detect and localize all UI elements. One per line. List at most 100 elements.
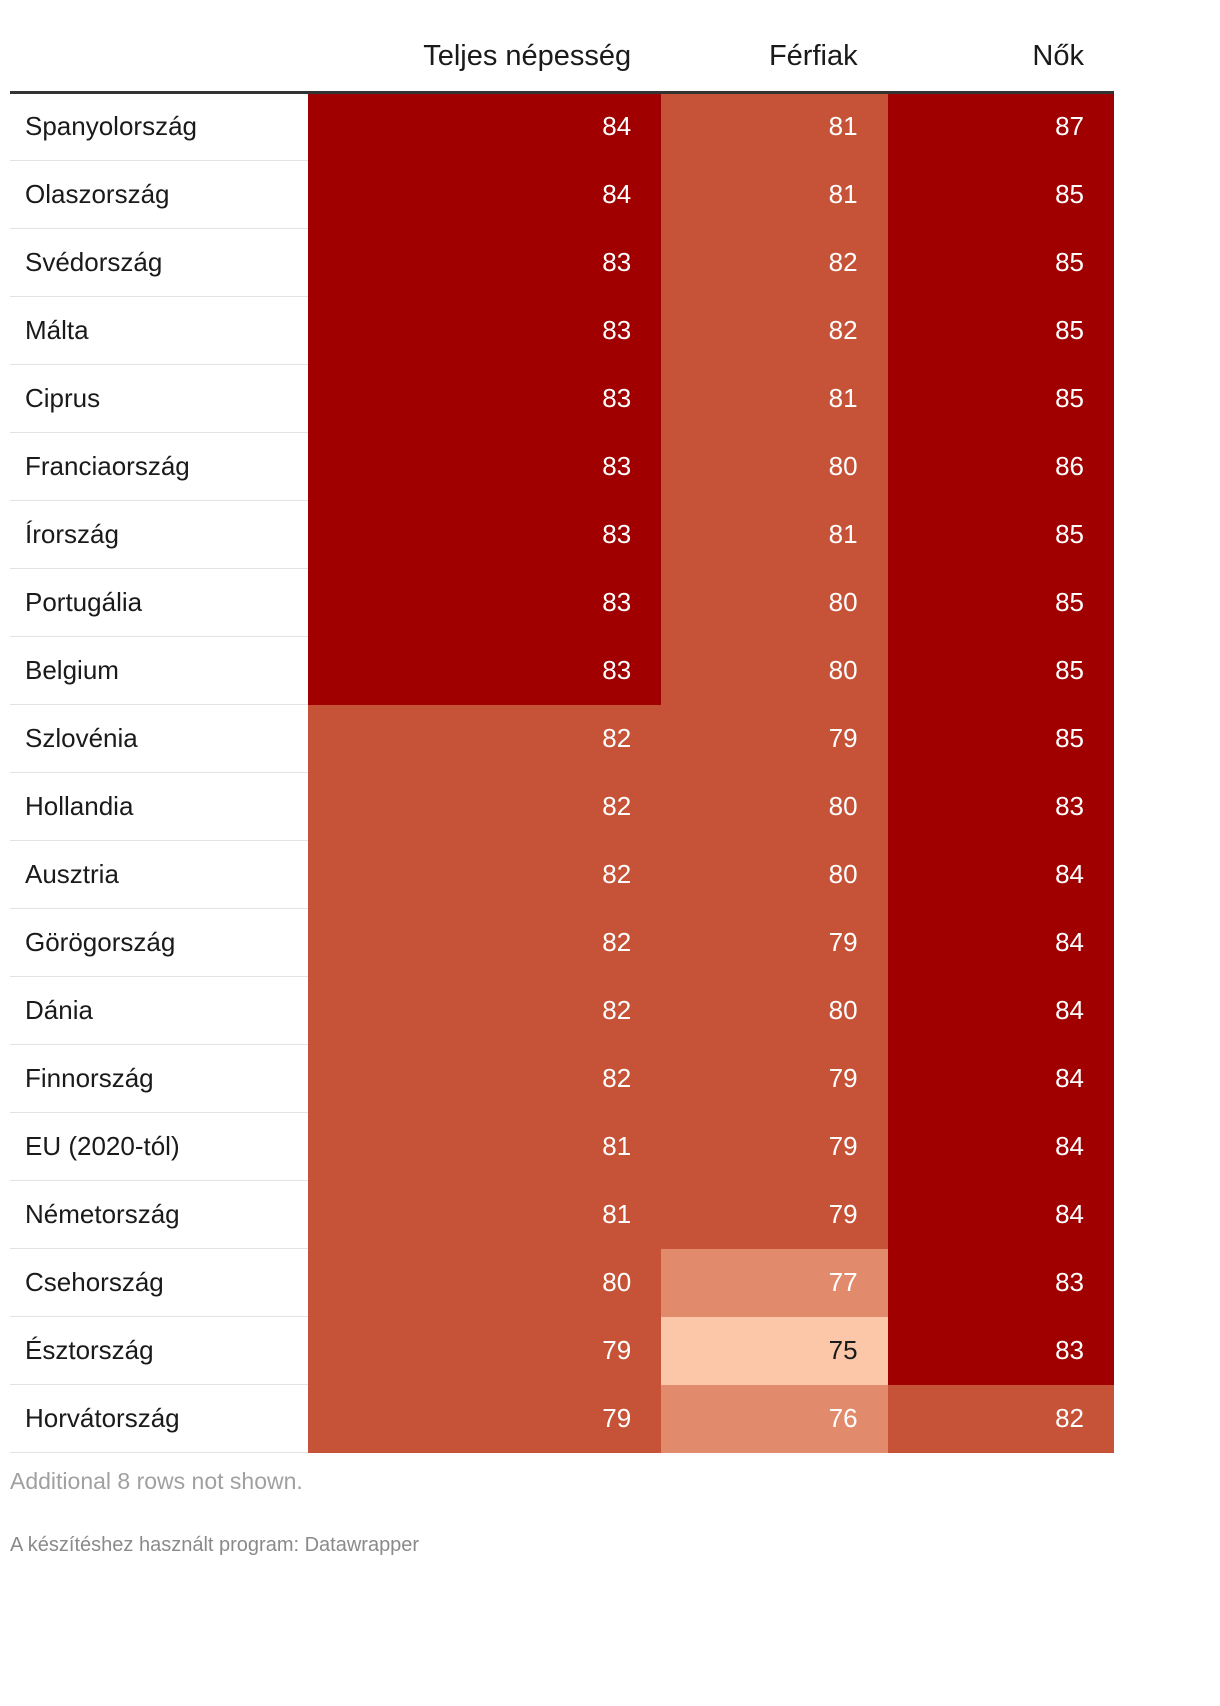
row-country-name: Svédország bbox=[10, 228, 308, 297]
cell-men: 79 bbox=[661, 1112, 888, 1181]
row-country-name: Dánia bbox=[10, 976, 308, 1045]
cell-total: 83 bbox=[307, 364, 662, 433]
table-row: Olaszország 84 81 85 bbox=[10, 160, 1114, 229]
cell-total: 82 bbox=[307, 908, 662, 977]
table-row: Belgium 83 80 85 bbox=[10, 636, 1114, 705]
cell-women: 85 bbox=[887, 160, 1114, 229]
cell-total: 82 bbox=[307, 840, 662, 909]
table-row: Görögország 82 79 84 bbox=[10, 908, 1114, 977]
cell-women: 85 bbox=[887, 364, 1114, 433]
row-country-name: Németország bbox=[10, 1180, 308, 1249]
cell-total: 83 bbox=[307, 636, 662, 705]
cell-total: 82 bbox=[307, 1044, 662, 1113]
cell-men: 79 bbox=[661, 704, 888, 773]
table-body: Spanyolország 84 81 87 Olaszország 84 81 85 Svéd… bbox=[10, 92, 1114, 1453]
cell-men: 82 bbox=[661, 228, 888, 297]
cell-women: 85 bbox=[887, 704, 1114, 773]
row-country-name: Spanyolország bbox=[10, 92, 308, 161]
life-expectancy-table: Teljes népesség Férfiak Nők Spanyolorszá… bbox=[10, 0, 1114, 1453]
row-country-name: Belgium bbox=[10, 636, 308, 705]
cell-women: 87 bbox=[887, 92, 1114, 161]
table-row: Portugália 83 80 85 bbox=[10, 568, 1114, 637]
cell-total: 84 bbox=[307, 92, 662, 161]
row-country-name: Málta bbox=[10, 296, 308, 365]
table-row: Ciprus 83 81 85 bbox=[10, 364, 1114, 433]
cell-women: 83 bbox=[887, 772, 1114, 841]
cell-women: 85 bbox=[887, 568, 1114, 637]
row-country-name: EU (2020-tól) bbox=[10, 1112, 308, 1181]
table-footer: A készítéshez használt program: Datawrap… bbox=[10, 1534, 420, 1556]
cell-women: 85 bbox=[887, 296, 1114, 365]
cell-total: 80 bbox=[307, 1248, 662, 1317]
cell-men: 79 bbox=[661, 1044, 888, 1113]
cell-men: 80 bbox=[661, 568, 888, 637]
table-row: Franciaország 83 80 86 bbox=[10, 432, 1114, 501]
row-country-name: Finnország bbox=[10, 1044, 308, 1113]
cell-total: 83 bbox=[307, 432, 662, 501]
cell-men: 82 bbox=[661, 296, 888, 365]
table-row: Svédország 83 82 85 bbox=[10, 228, 1114, 297]
cell-women: 84 bbox=[887, 976, 1114, 1045]
header-women[interactable]: Nők bbox=[887, 0, 1114, 94]
row-country-name: Ausztria bbox=[10, 840, 308, 909]
row-country-name: Horvátország bbox=[10, 1384, 308, 1453]
table-row: EU (2020-tól) 81 79 84 bbox=[10, 1112, 1114, 1181]
cell-men: 79 bbox=[661, 1180, 888, 1249]
cell-women: 85 bbox=[887, 228, 1114, 297]
row-country-name: Észtország bbox=[10, 1316, 308, 1385]
header-total-population[interactable]: Teljes népesség bbox=[307, 0, 662, 94]
table-row: Észtország 79 75 83 bbox=[10, 1316, 1114, 1385]
cell-women: 85 bbox=[887, 500, 1114, 569]
cell-men: 81 bbox=[661, 92, 888, 161]
cell-men: 79 bbox=[661, 908, 888, 977]
table-header: Teljes népesség Férfiak Nők bbox=[10, 0, 1114, 94]
table-row: Írország 83 81 85 bbox=[10, 500, 1114, 569]
cell-men: 80 bbox=[661, 432, 888, 501]
cell-women: 82 bbox=[887, 1384, 1114, 1453]
table-row: Spanyolország 84 81 87 bbox=[10, 92, 1114, 161]
cell-total: 84 bbox=[307, 160, 662, 229]
row-country-name: Írország bbox=[10, 500, 308, 569]
cell-men: 80 bbox=[661, 840, 888, 909]
row-country-name: Szlovénia bbox=[10, 704, 308, 773]
table-row: Németország 81 79 84 bbox=[10, 1180, 1114, 1249]
table-row: Csehország 80 77 83 bbox=[10, 1248, 1114, 1317]
cell-total: 82 bbox=[307, 704, 662, 773]
cell-total: 82 bbox=[307, 976, 662, 1045]
cell-men: 81 bbox=[661, 364, 888, 433]
row-country-name: Franciaország bbox=[10, 432, 308, 501]
row-country-name: Ciprus bbox=[10, 364, 308, 433]
data-table-container: Teljes népesség Férfiak Nők Spanyolorszá… bbox=[10, 0, 1114, 1453]
cell-total: 83 bbox=[307, 296, 662, 365]
cell-women: 83 bbox=[887, 1248, 1114, 1317]
cell-men: 77 bbox=[661, 1248, 888, 1317]
cell-women: 83 bbox=[887, 1316, 1114, 1385]
cell-men: 80 bbox=[661, 976, 888, 1045]
cell-men: 80 bbox=[661, 772, 888, 841]
row-country-name: Görögország bbox=[10, 908, 308, 977]
cell-men: 76 bbox=[661, 1384, 888, 1453]
cell-men: 75 bbox=[661, 1316, 888, 1385]
table-row: Hollandia 82 80 83 bbox=[10, 772, 1114, 841]
table-row: Finnország 82 79 84 bbox=[10, 1044, 1114, 1113]
table-row: Horvátország 79 76 82 bbox=[10, 1384, 1114, 1453]
cell-total: 83 bbox=[307, 500, 662, 569]
table-row: Szlovénia 82 79 85 bbox=[10, 704, 1114, 773]
row-country-name: Olaszország bbox=[10, 160, 308, 229]
row-country-name: Csehország bbox=[10, 1248, 308, 1317]
header-men[interactable]: Férfiak bbox=[661, 0, 888, 94]
cell-total: 79 bbox=[307, 1316, 662, 1385]
row-country-name: Hollandia bbox=[10, 772, 308, 841]
header-country[interactable] bbox=[10, 0, 308, 94]
cell-total: 83 bbox=[307, 568, 662, 637]
row-country-name: Portugália bbox=[10, 568, 308, 637]
cell-women: 86 bbox=[887, 432, 1114, 501]
cell-women: 84 bbox=[887, 1044, 1114, 1113]
cell-total: 81 bbox=[307, 1180, 662, 1249]
cell-total: 79 bbox=[307, 1384, 662, 1453]
cell-women: 84 bbox=[887, 1112, 1114, 1181]
table-notes: Additional 8 rows not shown. bbox=[10, 1468, 303, 1494]
cell-women: 84 bbox=[887, 908, 1114, 977]
cell-men: 81 bbox=[661, 160, 888, 229]
cell-men: 81 bbox=[661, 500, 888, 569]
